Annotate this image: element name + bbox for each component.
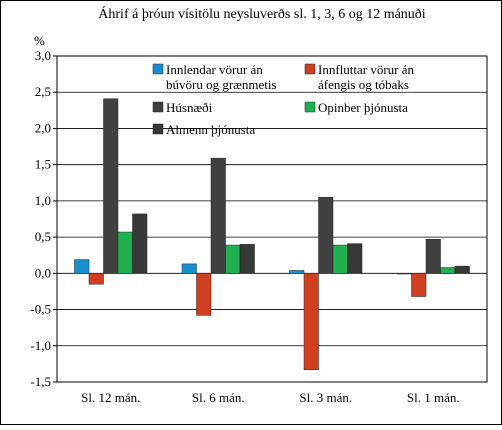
bar [225,244,241,274]
bar [88,273,104,285]
y-tick-label: 3,0 [35,48,51,63]
legend-swatch [152,123,164,135]
y-tick-label: 1,0 [35,193,51,208]
y-tick-label: 0,0 [35,265,51,280]
y-tick-label: 1,5 [35,157,51,172]
y-tick-label: -1,0 [30,338,51,353]
y-tick-label: -1,5 [30,374,51,389]
bar [440,267,456,274]
bar [411,273,427,297]
bar [181,263,197,274]
legend-swatch [152,101,164,113]
legend-swatch [304,101,316,113]
bar [103,98,119,274]
bar [318,197,334,274]
legend-swatch [152,63,164,75]
bar [289,270,305,274]
x-tick-label: Sl. 1 mán. [407,390,460,405]
bar [332,244,348,274]
bar [454,265,470,274]
legend-label: Innlendar vörur án búvöru og grænmetis [166,62,277,92]
y-axis-label: % [34,33,45,48]
legend-label: Innfluttar vörur án áfengis og tóbaks [318,62,415,92]
bar [210,157,226,274]
legend-label: Opinber þjónusta [318,100,408,115]
bar [425,239,441,274]
bar [132,213,148,274]
chart-title: Áhrif á þróun vísitölu neysluverðs sl. 1… [98,5,426,22]
legend-label: Almenn þjónusta [166,122,255,137]
x-tick-label: Sl. 12 mán. [81,390,140,405]
y-tick-label: 2,5 [35,84,51,99]
bar [239,244,255,274]
y-tick-label: 0,5 [35,229,51,244]
legend-swatch [304,63,316,75]
bar [117,231,133,274]
y-tick-label: 2,0 [35,120,51,135]
bar [303,273,319,370]
bar [347,243,363,274]
legend-label: Húsnæði [166,100,213,115]
y-tick-label: -0,5 [30,302,51,317]
bar [196,273,212,316]
x-tick-label: Sl. 6 mán. [192,390,245,405]
plot-border [56,55,488,383]
bar [74,259,90,274]
x-tick-label: Sl. 3 mán. [299,390,352,405]
bar [396,273,412,275]
